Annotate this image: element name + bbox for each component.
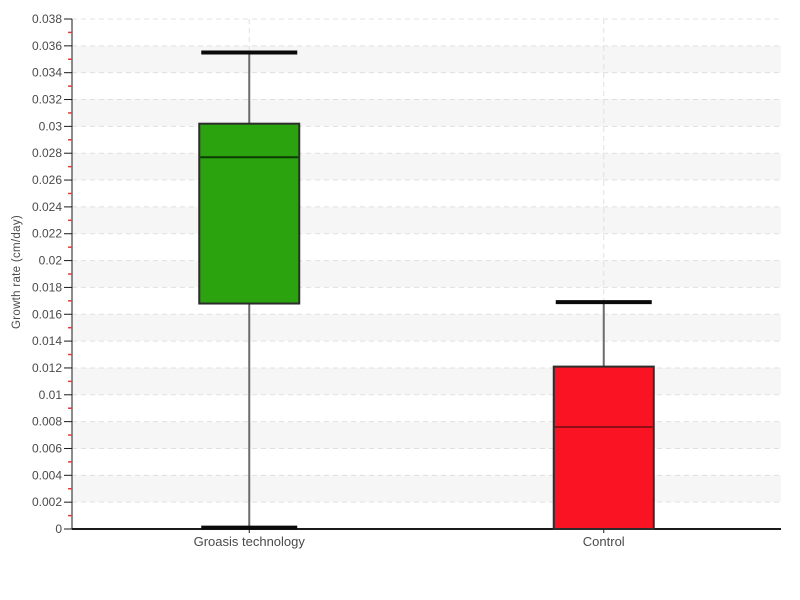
y-tick-label: 0 <box>55 522 62 536</box>
y-tick-label: 0.014 <box>32 334 62 348</box>
y-tick-label: 0.004 <box>32 468 62 482</box>
iqr-box <box>198 122 301 305</box>
y-tick-label: 0.026 <box>32 173 62 187</box>
y-tick-label: 0.002 <box>32 495 62 509</box>
y-tick-label: 0.01 <box>39 388 63 402</box>
y-tick-label: 0.012 <box>32 361 62 375</box>
x-axis: Groasis technology Control <box>72 528 781 549</box>
box-control <box>552 300 655 530</box>
y-axis: 0 0.002 0.004 0.006 0.008 0.01 0.012 0.014 0.016… <box>32 12 73 536</box>
y-tick-label: 0.028 <box>32 146 62 160</box>
y-tick-label: 0.034 <box>32 66 62 80</box>
y-tick-label: 0.02 <box>39 254 63 268</box>
y-tick-label: 0.024 <box>32 200 62 214</box>
x-category-label-control: Control <box>583 534 625 549</box>
y-tick-label: 0.022 <box>32 227 62 241</box>
plot-bands <box>72 19 781 529</box>
y-tick-label: 0.032 <box>32 93 62 107</box>
y-tick-label: 0.038 <box>32 12 62 26</box>
y-tick-label: 0.016 <box>32 307 62 321</box>
x-category-label-groasis-technology: Groasis technology <box>194 534 306 549</box>
y-tick-label: 0.03 <box>39 119 63 133</box>
iqr-box <box>552 365 655 530</box>
y-tick-label: 0.006 <box>32 441 62 455</box>
y-tick-label: 0.008 <box>32 415 62 429</box>
h-gridlines <box>72 18 781 503</box>
y-tick-label: 0.018 <box>32 280 62 294</box>
box-groasis-technology <box>198 50 301 530</box>
y-tick-label: 0.036 <box>32 39 62 53</box>
